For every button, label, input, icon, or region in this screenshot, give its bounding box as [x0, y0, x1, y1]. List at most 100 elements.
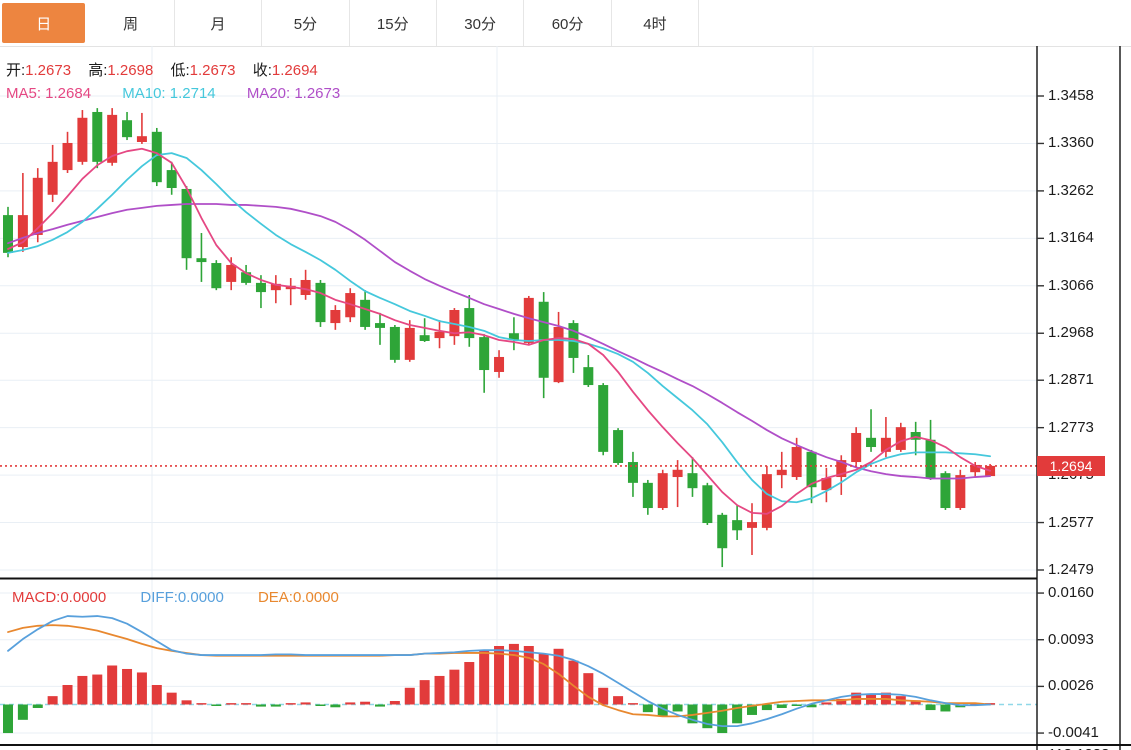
candle-body — [434, 331, 445, 339]
candle-body — [776, 469, 787, 476]
ma-readout: MA5: 1.2684 MA10: 1.2714 MA20: 1.2673 — [6, 85, 367, 102]
clipped-bottom-axis-label: 118.1233 — [1048, 746, 1109, 750]
tab-timeframe-月[interactable]: 月 — [174, 0, 263, 46]
candle-body — [122, 120, 133, 138]
macd-histogram-bar — [508, 643, 519, 705]
macd-histogram-bar — [464, 662, 475, 705]
current-price-badge: 1.2694 — [1037, 455, 1105, 476]
candle-body — [315, 282, 326, 323]
macd-histogram-bar — [166, 692, 177, 705]
macd-histogram-bar — [925, 704, 936, 711]
dea-value-readout: DEA:0.0000 — [257, 589, 339, 606]
candle-body — [851, 432, 862, 463]
candle-body — [508, 333, 519, 341]
candle-body — [836, 460, 847, 478]
price-axis-label: 1.3164 — [1048, 229, 1094, 247]
diff-value-readout: DIFF:0.0000 — [140, 589, 224, 606]
macd-histogram-bar — [732, 704, 743, 724]
ma5-readout: MA5: 1.2684 — [6, 85, 92, 102]
macd-readout: MACD:0.0000 DIFF:0.0000 DEA:0.0000 — [12, 589, 369, 606]
candle-body — [92, 111, 103, 162]
macd-histogram-bar — [494, 645, 505, 705]
tab-timeframe-60分[interactable]: 60分 — [524, 0, 612, 46]
macd-histogram-bar — [196, 703, 207, 705]
candle-body — [523, 297, 534, 343]
tab-timeframe-15分[interactable]: 15分 — [349, 0, 437, 46]
macd-histogram-bar — [226, 703, 237, 705]
macd-histogram-bar — [761, 704, 772, 711]
macd-histogram-bar — [47, 696, 58, 705]
candle-body — [627, 462, 638, 483]
candle-body — [136, 136, 147, 142]
ma10-line — [7, 152, 991, 504]
macd-histogram-bar — [910, 700, 921, 705]
price-axis-label: 1.2773 — [1048, 418, 1094, 436]
tab-timeframe-5分[interactable]: 5分 — [262, 0, 350, 46]
candle-body — [270, 283, 281, 291]
macd-histogram-bar — [627, 703, 638, 705]
macd-histogram-bar — [32, 704, 43, 708]
candle-body — [672, 469, 683, 478]
macd-histogram-bar — [360, 701, 371, 705]
macd-histogram-bar — [568, 660, 579, 705]
macd-histogram-bar — [107, 665, 118, 705]
candle-body — [375, 323, 385, 328]
ma20-readout: MA20: 1.2673 — [246, 85, 341, 102]
candle-body — [895, 427, 906, 450]
candle-body — [806, 451, 817, 488]
candle-body — [702, 485, 713, 524]
candle-body — [32, 177, 43, 235]
price-axis-label: 1.3458 — [1048, 87, 1094, 104]
macd-histogram-bar — [538, 653, 549, 705]
macd-histogram-bar — [687, 704, 698, 724]
price-axis-label: 1.2577 — [1048, 513, 1094, 531]
candle-body — [479, 337, 490, 371]
candle-body — [791, 447, 802, 478]
close-label: 收: — [252, 62, 272, 79]
candle-body — [464, 308, 475, 339]
candle-body — [732, 520, 743, 531]
candle-body — [166, 170, 177, 188]
tab-timeframe-4时[interactable]: 4时 — [611, 0, 700, 46]
macd-histogram-bar — [553, 648, 564, 705]
candle-body — [747, 522, 757, 528]
macd-histogram-bar — [657, 704, 668, 717]
candle-body — [62, 142, 73, 171]
macd-histogram-bar — [151, 684, 162, 705]
candle-body — [642, 482, 653, 509]
macd-histogram-bar — [642, 704, 653, 713]
candle-body — [226, 264, 237, 282]
candle-body — [494, 356, 505, 372]
tab-timeframe-日[interactable]: 日 — [0, 0, 88, 46]
tab-timeframe-30分[interactable]: 30分 — [436, 0, 525, 46]
macd-histogram-bar — [62, 684, 73, 705]
macd-histogram-bar — [434, 675, 445, 705]
candle-body — [107, 114, 118, 163]
candle-body — [717, 514, 728, 549]
candle-body — [940, 473, 951, 509]
macd-histogram-bar — [821, 702, 832, 705]
candle-body — [17, 215, 28, 248]
macd-histogram-bar — [717, 704, 728, 734]
high-label: 高: — [88, 62, 108, 79]
macd-histogram-bar — [17, 704, 28, 720]
macd-histogram-bar — [702, 704, 713, 729]
candle-body — [241, 272, 252, 283]
diff-line — [7, 615, 991, 727]
tab-timeframe-周[interactable]: 周 — [87, 0, 175, 46]
macd-histogram-bar — [270, 704, 281, 707]
macd-histogram-bar — [375, 704, 385, 707]
macd-histogram-bar — [345, 702, 356, 705]
ma20-line — [7, 203, 991, 480]
ohlc-readout: 开:1.2673 高:1.2698 低:1.2673 收:1.2694 — [6, 59, 331, 80]
ma5-line — [7, 147, 991, 515]
low-label: 低: — [170, 62, 190, 79]
open-readout: 开:1.2673 — [6, 62, 71, 79]
open-label: 开: — [6, 62, 26, 79]
macd-histogram-bar — [241, 703, 252, 705]
candle-body — [553, 326, 564, 383]
macd-histogram-bar — [791, 704, 802, 706]
macd-histogram-bar — [419, 680, 430, 705]
